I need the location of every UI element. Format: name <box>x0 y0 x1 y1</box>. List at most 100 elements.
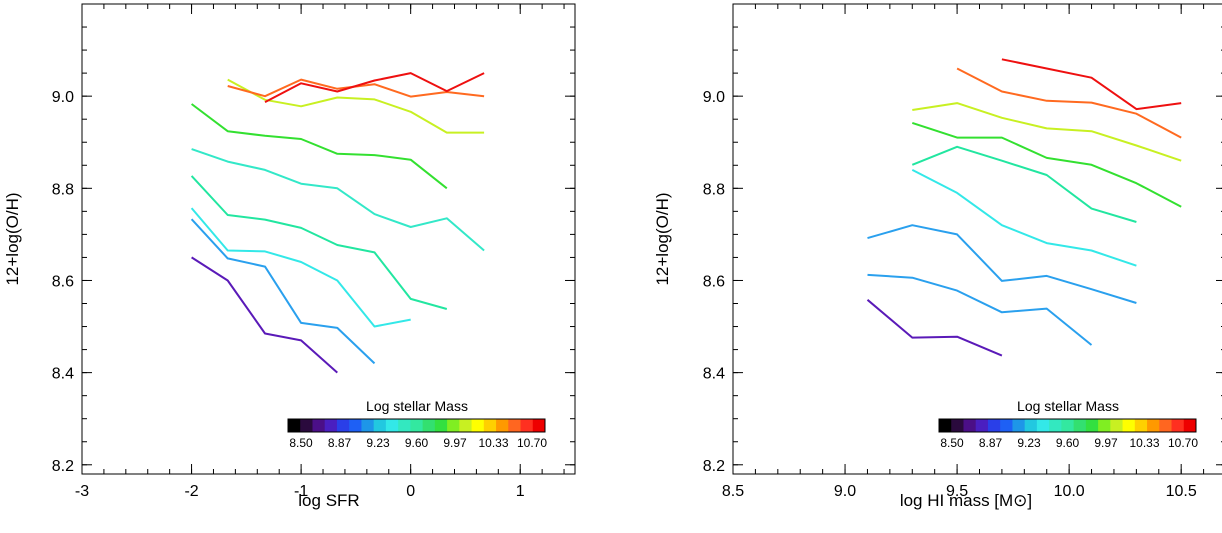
right-colorbar-cell <box>1024 419 1038 432</box>
left-x-tick-label: -2 <box>184 483 198 500</box>
left-y-tick-label: 8.4 <box>52 366 74 383</box>
right-y-tick-label: 8.2 <box>703 458 725 475</box>
right-series <box>866 58 1182 357</box>
right-colorbar-cell <box>1061 419 1075 432</box>
right-colorbar-cell <box>987 419 1001 432</box>
right-colorbar-labels: 8.50 8.87 9.23 9.60 9.97 10.33 10.70 <box>940 436 1198 450</box>
left-colorbar-label: 8.87 <box>328 436 352 450</box>
right-y-tick-label: 9.0 <box>703 89 725 106</box>
left-colorbar-cells <box>288 419 546 432</box>
right-colorbar-label: 9.23 <box>1017 436 1041 450</box>
left-colorbar-cell <box>520 419 534 432</box>
left-series-line-7 <box>227 78 485 98</box>
right-x-tick-label: 9.5 <box>946 483 968 500</box>
right-colorbar-cell <box>1049 419 1062 432</box>
right-plot-frame <box>732 3 1222 475</box>
left-colorbar-cell <box>385 419 399 432</box>
left-colorbar-cell <box>324 419 338 432</box>
left-series-line-3 <box>190 175 448 310</box>
left-series-line-1 <box>190 218 376 365</box>
right-colorbar-cell <box>1098 419 1111 432</box>
right-ticks: 8.5 9.0 9.5 10.0 10.5 8.2 8.4 8.6 8.8 9.0 <box>703 3 1222 500</box>
right-colorbar-cell <box>939 419 952 432</box>
right-x-axis-label: log HI mass [M⊙] <box>900 491 1032 510</box>
right-colorbar-cell <box>963 419 977 432</box>
left-x-tick-label: 1 <box>516 483 525 500</box>
left-y-tick-label: 8.2 <box>52 458 74 475</box>
left-colorbar-label: 9.23 <box>366 436 390 450</box>
left-colorbar-cell <box>373 419 387 432</box>
left-series <box>190 72 485 374</box>
left-x-axis-label: log SFR <box>298 491 359 510</box>
right-colorbar-label: 8.50 <box>940 436 964 450</box>
left-colorbar-label: 10.70 <box>517 436 547 450</box>
right-y-tick-label: 8.8 <box>703 181 725 198</box>
left-colorbar-cell <box>398 419 411 432</box>
right-colorbar: Log stellar Mass 8.50 8.87 9.23 9.60 9.97 10.… <box>938 398 1198 450</box>
left-series-line-4 <box>191 148 485 252</box>
right-series-line-3 <box>911 169 1137 267</box>
right-series-line-0 <box>866 299 1003 357</box>
left-colorbar-title: Log stellar Mass <box>366 398 468 414</box>
left-series-line-5 <box>190 103 448 190</box>
right-series-line-7 <box>956 67 1182 139</box>
left-colorbar-label: 8.50 <box>289 436 313 450</box>
right-panel: 8.5 9.0 9.5 10.0 10.5 8.2 8.4 8.6 8.8 9.0 Log ste… <box>653 3 1222 510</box>
right-colorbar-cell <box>1110 419 1124 432</box>
right-x-tick-label: 10.0 <box>1054 483 1085 500</box>
right-colorbar-title: Log stellar Mass <box>1017 398 1119 414</box>
right-colorbar-label: 9.60 <box>1056 436 1080 450</box>
right-colorbar-cell <box>1159 419 1173 432</box>
right-colorbar-cell <box>1183 419 1197 432</box>
left-colorbar-cell <box>349 419 362 432</box>
right-colorbar-label: 10.70 <box>1168 436 1198 450</box>
right-x-tick-label: 10.5 <box>1166 483 1197 500</box>
left-colorbar-frame <box>287 418 546 433</box>
left-x-tick-label: -3 <box>75 483 89 500</box>
right-colorbar-cell <box>1134 419 1148 432</box>
left-colorbar-cell <box>288 419 301 432</box>
right-colorbar-cell <box>1000 419 1013 432</box>
right-series-line-8 <box>1001 58 1182 111</box>
left-colorbar-label: 9.97 <box>443 436 467 450</box>
right-colorbar-cell <box>1122 419 1136 432</box>
right-colorbar-cell <box>1085 419 1099 432</box>
right-y-tick-label: 8.6 <box>703 273 725 290</box>
right-series-line-6 <box>912 102 1182 162</box>
right-colorbar-cell <box>975 419 989 432</box>
left-colorbar-cell <box>532 419 546 432</box>
right-colorbar-label: 8.87 <box>979 436 1003 450</box>
right-colorbar-label: 10.33 <box>1129 436 1159 450</box>
right-colorbar-cell <box>1073 419 1087 432</box>
right-y-tick-label: 8.4 <box>703 366 725 383</box>
left-colorbar-cell <box>410 419 424 432</box>
left-colorbar-labels: 8.50 8.87 9.23 9.60 9.97 10.33 10.70 <box>289 436 547 450</box>
left-y-tick-label: 8.6 <box>52 273 74 290</box>
left-series-line-0 <box>191 256 338 374</box>
right-colorbar-label: 9.97 <box>1094 436 1118 450</box>
right-colorbar-frame <box>938 418 1197 433</box>
left-colorbar: Log stellar Mass 8.50 8.87 9.23 9.60 9.97 10.… <box>287 398 547 450</box>
left-y-tick-label: 8.8 <box>52 181 74 198</box>
right-colorbar-cell <box>1147 419 1160 432</box>
left-ticks: -3 -2 -1 0 1 8.2 8.4 8.6 8.8 9.0 <box>52 3 575 500</box>
left-colorbar-cell <box>508 419 522 432</box>
right-x-tick-label: 8.5 <box>722 483 744 500</box>
left-series-line-8 <box>264 72 485 103</box>
right-colorbar-cell <box>1171 419 1185 432</box>
right-colorbar-cell <box>951 419 964 432</box>
right-colorbar-cells <box>939 419 1197 432</box>
right-x-tick-label: 9.0 <box>834 483 856 500</box>
right-colorbar-cell <box>1012 419 1026 432</box>
left-colorbar-cell <box>300 419 313 432</box>
left-colorbar-cell <box>471 419 485 432</box>
left-series-line-2 <box>190 207 411 328</box>
left-plot-frame <box>81 3 576 475</box>
left-colorbar-cell <box>434 419 448 432</box>
right-series-line-5 <box>911 121 1182 208</box>
left-colorbar-cell <box>361 419 375 432</box>
right-series-line-1 <box>867 273 1093 346</box>
left-panel: -3 -2 -1 0 1 8.2 8.4 8.6 8.8 9.0 Log stellar Mass… <box>3 3 576 510</box>
left-x-tick-label: -1 <box>294 483 308 500</box>
